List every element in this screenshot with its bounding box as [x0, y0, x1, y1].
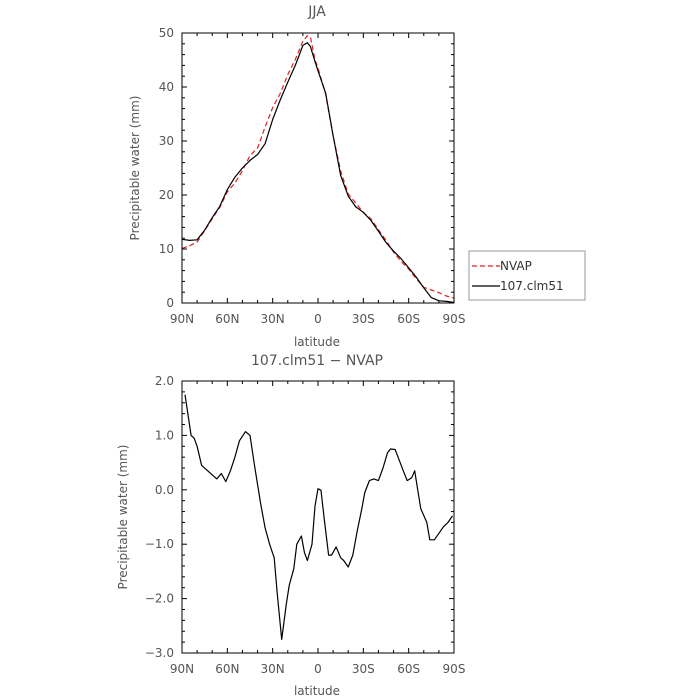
legend-label-107-clm51: 107.clm51 — [500, 279, 564, 293]
series-line-107-clm51 — [181, 42, 455, 304]
x-tick-label: 30N — [261, 312, 285, 326]
x-tick-label: 60N — [215, 662, 239, 676]
x-tick-label: 60N — [215, 312, 239, 326]
chart-difference: 107.clm51 − NVAP 90N 60N 30N 0 30S 60S 90S 2.0 1… — [116, 353, 465, 698]
y-tick-label: 10 — [159, 242, 174, 256]
x-tick-label: 0 — [314, 662, 322, 676]
x-axis-label: latitude — [294, 335, 340, 349]
x-tick-label: 30S — [352, 662, 375, 676]
series-line-nvap — [181, 35, 455, 299]
y-tick-label: 40 — [159, 80, 174, 94]
series-line-difference — [184, 394, 453, 641]
y-tick-label: 0 — [166, 296, 174, 310]
y-tick-label: 50 — [159, 26, 174, 40]
y-axis-label: Precipitable water (mm) — [128, 96, 142, 241]
y-tick-label: 0.0 — [155, 483, 174, 497]
x-tick-label: 0 — [314, 312, 322, 326]
x-tick-label: 60S — [397, 662, 420, 676]
plot-frame — [181, 32, 455, 304]
x-tick-label: 90N — [170, 662, 194, 676]
y-tick-label: 30 — [159, 134, 174, 148]
x-tick-label: 30S — [352, 312, 375, 326]
x-tick-label: 90S — [443, 662, 466, 676]
legend-label-nvap: NVAP — [500, 259, 532, 273]
chart-title: JJA — [307, 4, 326, 20]
legend: NVAP 107.clm51 — [468, 250, 586, 301]
chart-title: 107.clm51 − NVAP — [251, 353, 383, 369]
y-tick-label: 1.0 — [155, 428, 174, 442]
y-tick-label: 2.0 — [155, 374, 174, 388]
y-tick-label: 20 — [159, 188, 174, 202]
x-tick-label: 90N — [170, 312, 194, 326]
y-tick-label: −2.0 — [145, 592, 174, 606]
x-tick-label: 60S — [397, 312, 420, 326]
x-axis-label: latitude — [294, 684, 340, 698]
y-axis-label: Precipitable water (mm) — [116, 445, 130, 590]
y-tick-label: −3.0 — [145, 646, 174, 660]
x-tick-label: 30N — [261, 662, 285, 676]
legend-box — [468, 250, 586, 301]
x-tick-label: 90S — [443, 312, 466, 326]
chart-jja: JJA 90N 60N 30N 0 30S 60S 90S 0 10 20 30 40 50 latit… — [128, 4, 586, 349]
plot-frame — [181, 380, 455, 654]
y-tick-label: −1.0 — [145, 537, 174, 551]
